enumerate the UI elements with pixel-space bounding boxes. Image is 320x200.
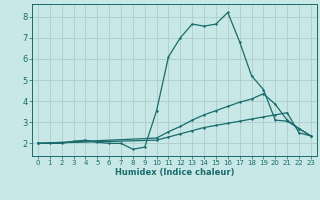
X-axis label: Humidex (Indice chaleur): Humidex (Indice chaleur): [115, 168, 234, 177]
